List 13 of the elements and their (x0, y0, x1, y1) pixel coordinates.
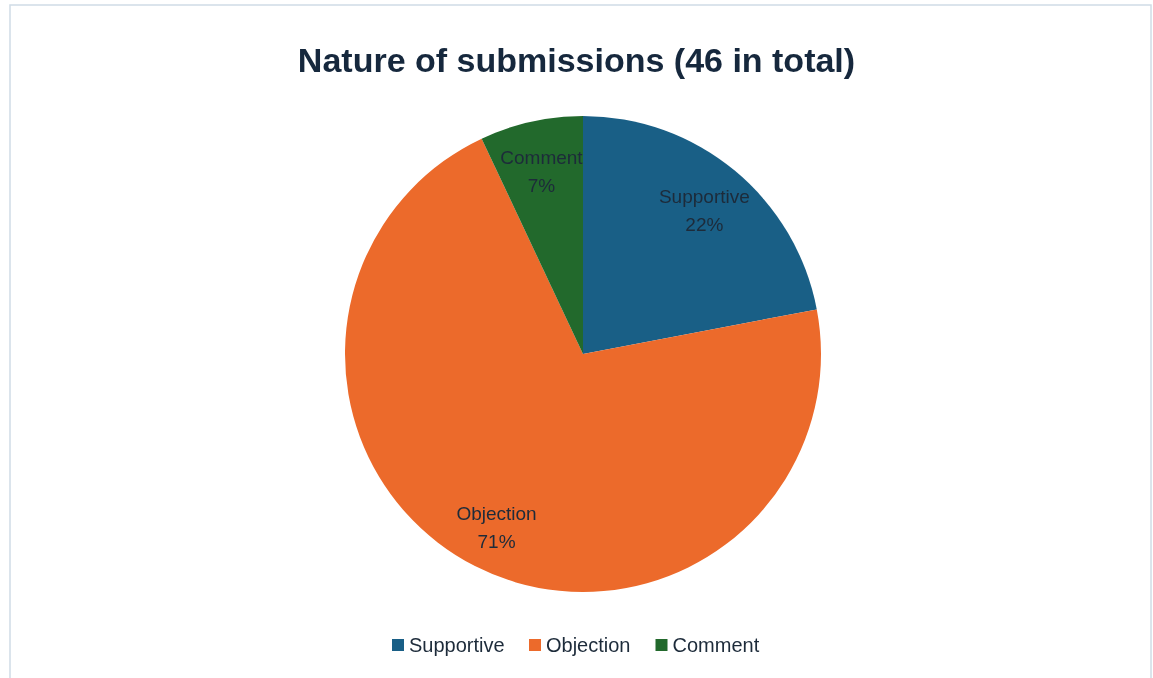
legend-label: Comment (672, 634, 760, 656)
slice-label: Supportive (658, 186, 750, 208)
pie-slice (345, 138, 821, 592)
pie-slice (583, 116, 817, 354)
pie-slice (481, 116, 583, 354)
data-label: 7% (527, 175, 556, 197)
legend-label: Objection (546, 634, 631, 656)
data-label: 71% (477, 530, 516, 552)
chart-title: Nature of submissions (46 in total) (297, 41, 856, 79)
data-label: 22% (685, 214, 724, 236)
slice-label: Objection (456, 502, 537, 524)
legend-label: Supportive (409, 634, 505, 656)
slice-label: Comment (500, 147, 584, 169)
